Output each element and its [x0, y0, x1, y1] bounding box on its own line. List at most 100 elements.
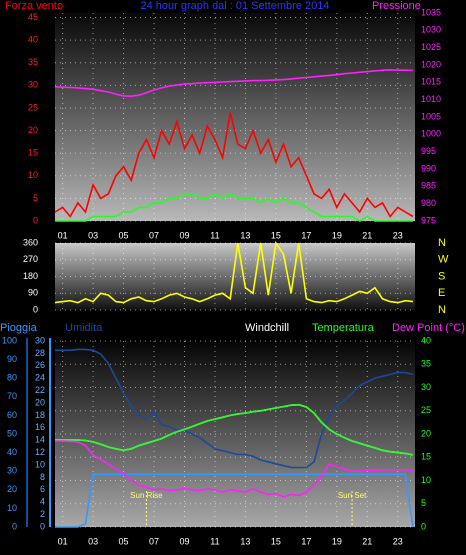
x-tick-label: 23 — [393, 536, 403, 546]
annotation: Sun Set — [338, 491, 367, 500]
y2-tick-label: 1000 — [421, 129, 441, 139]
y2-tick-label: 1030 — [421, 25, 441, 35]
y2-tick-label: 10 — [421, 475, 431, 485]
series-line — [54, 69, 414, 98]
x-tick-label: 15 — [271, 230, 281, 240]
y-tick-label: 0 — [12, 521, 17, 531]
y2-tick-label: 990 — [421, 163, 436, 173]
annotation: Sun Rise — [130, 491, 163, 500]
x-tick-label: 21 — [362, 230, 372, 240]
y2-tick-label: 1015 — [421, 77, 441, 87]
y3-tick-label: 22 — [35, 385, 45, 395]
y2-tick-label: 0 — [421, 521, 426, 531]
y-tick-label: 0 — [33, 215, 38, 225]
y-tick-label: 180 — [23, 271, 38, 281]
y-tick-label: 35 — [28, 57, 38, 67]
y-tick-label: 90 — [28, 288, 38, 298]
y-tick-label: 5 — [33, 193, 38, 203]
y2-tick-label: 980 — [421, 198, 436, 208]
y2-tick-label: N — [438, 237, 446, 249]
y-tick-label: 20 — [7, 484, 17, 494]
x-tick-label: 15 — [271, 536, 281, 546]
y2-tick-label: 1005 — [421, 111, 441, 121]
legend-label: Pioggia — [0, 322, 38, 334]
y3-tick-label: 12 — [35, 447, 45, 457]
x-tick-label: 19 — [332, 230, 342, 240]
x-tick-label: 07 — [149, 536, 159, 546]
y2-tick-label: S — [438, 270, 445, 282]
x-tick-label: 03 — [88, 230, 98, 240]
y3-tick-label: 30 — [35, 335, 45, 345]
y3-tick-label: 8 — [40, 472, 45, 482]
y2-tick-label: 5 — [421, 498, 426, 508]
y2-tick-label: 1010 — [421, 94, 441, 104]
x-tick-label: 17 — [301, 536, 311, 546]
y-tick-label: 20 — [28, 125, 38, 135]
x-tick-label: 03 — [88, 536, 98, 546]
y-tick-label: 60 — [7, 410, 17, 420]
y2-tick-label: 20 — [421, 428, 431, 438]
x-tick-label: 13 — [240, 536, 250, 546]
y-tick-label: 40 — [7, 447, 17, 457]
y-tick-label: 100 — [2, 335, 17, 345]
series-line — [55, 192, 413, 222]
x-tick-label: 13 — [240, 230, 250, 240]
y2-tick-label: W — [438, 254, 449, 266]
x-tick-label: 05 — [119, 230, 129, 240]
y-tick-label: 30 — [7, 466, 17, 476]
y3-tick-label: 0 — [40, 521, 45, 531]
y-tick-label: 0 — [33, 304, 38, 314]
x-tick-label: 21 — [362, 536, 372, 546]
series-line — [55, 403, 414, 456]
y-tick-label: 360 — [23, 237, 38, 247]
y3-tick-label: 6 — [40, 484, 45, 494]
y2-tick-label: 995 — [421, 146, 436, 156]
x-tick-label: 01 — [58, 230, 68, 240]
y2-tick-label: 975 — [421, 215, 436, 225]
y3-tick-label: 26 — [35, 360, 45, 370]
y3-tick-label: 10 — [35, 459, 45, 469]
x-tick-label: 11 — [210, 230, 219, 240]
y2-tick-label: E — [438, 287, 445, 299]
chart-title: 24 hour graph dal : 01 Settembre 2014 — [141, 0, 330, 12]
y2-tick-label: 25 — [421, 405, 431, 415]
y2-tick-label: 35 — [421, 359, 431, 369]
y3-tick-label: 2 — [40, 509, 45, 519]
y3-tick-label: 28 — [35, 348, 45, 358]
x-tick-label: 07 — [149, 230, 159, 240]
series-line — [54, 112, 414, 218]
y-tick-label: 40 — [28, 35, 38, 45]
y-tick-label: 25 — [28, 102, 38, 112]
series-line — [55, 348, 414, 469]
y2-tick-label: 985 — [421, 181, 436, 191]
y-tick-label: 10 — [7, 503, 17, 513]
y-tick-label: 10 — [28, 170, 38, 180]
y2-tick-label: 1025 — [421, 42, 441, 52]
x-tick-label: 11 — [210, 536, 219, 546]
y3-tick-label: 18 — [35, 410, 45, 420]
y-tick-label: 70 — [7, 391, 17, 401]
legend-label: Forza vento — [5, 0, 63, 12]
legend-label: Temperatura — [312, 322, 375, 334]
x-tick-label: 05 — [119, 536, 129, 546]
x-tick-label: 09 — [179, 230, 189, 240]
y-tick-label: 80 — [7, 373, 17, 383]
legend-label: Windchill — [245, 322, 289, 334]
x-tick-label: 17 — [301, 230, 311, 240]
y-tick-label: 90 — [7, 354, 17, 364]
y-tick-label: 15 — [28, 148, 38, 158]
legend-label: Umidita — [65, 322, 103, 334]
x-tick-label: 19 — [332, 536, 342, 546]
y2-tick-label: 40 — [421, 335, 431, 345]
y-tick-label: 270 — [23, 254, 38, 264]
y2-tick-label: 1035 — [421, 7, 441, 17]
y2-tick-label: N — [438, 304, 446, 316]
y3-tick-label: 24 — [35, 373, 45, 383]
y-tick-label: 50 — [7, 428, 17, 438]
legend-label: Dew Point (°C) — [392, 322, 465, 334]
series-line — [55, 440, 414, 498]
y3-tick-label: 14 — [35, 435, 45, 445]
y3-tick-label: 20 — [35, 397, 45, 407]
y3-tick-label: 4 — [40, 497, 45, 507]
